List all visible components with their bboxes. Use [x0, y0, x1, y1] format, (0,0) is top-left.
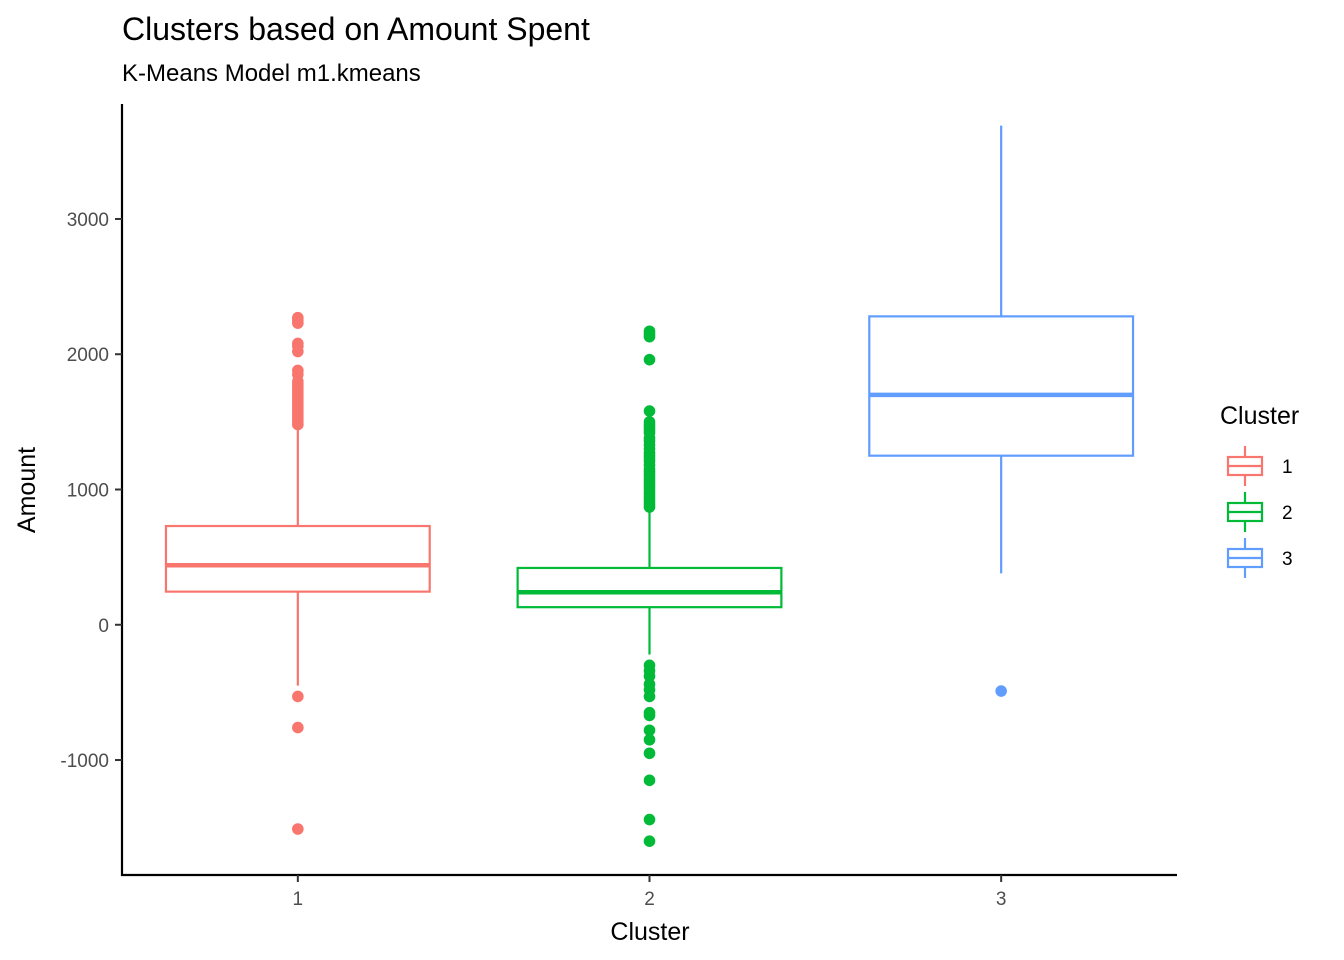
outlier-point — [643, 709, 656, 722]
outlier-point — [292, 418, 304, 431]
outlier-point — [643, 747, 656, 760]
legend-label: 2 — [1282, 503, 1293, 524]
outlier-point — [643, 501, 656, 513]
legend-title: Cluster — [1220, 402, 1299, 430]
outlier-point — [643, 330, 656, 343]
outlier-point — [643, 353, 656, 366]
legend-label: 1 — [1282, 457, 1293, 478]
iqr-box — [516, 566, 783, 609]
y-axis-title: Amount — [13, 447, 41, 533]
outlier-point — [643, 733, 656, 746]
chart-title: Clusters based on Amount Spent — [122, 11, 590, 47]
legend-item-2: 2 — [1226, 492, 1293, 532]
outlier-point — [643, 813, 656, 826]
y-tick-label: 3000 — [67, 210, 109, 231]
x-axis-title: Cluster — [610, 918, 689, 946]
box-group-3 — [868, 125, 1135, 697]
box-group-1 — [164, 311, 431, 835]
outlier-point — [995, 685, 1007, 697]
y-tick-label: -1000 — [60, 751, 109, 772]
iqr-box — [868, 315, 1135, 457]
legend-label: 3 — [1282, 549, 1293, 570]
outlier-point — [292, 690, 304, 703]
chart-subtitle: K-Means Model m1.kmeans — [122, 60, 421, 87]
iqr-box — [164, 524, 431, 593]
outlier-point — [292, 345, 304, 358]
legend-item-3: 3 — [1226, 538, 1293, 578]
y-tick-label: 2000 — [67, 345, 109, 366]
x-tick-label: 3 — [996, 889, 1007, 910]
outlier-point — [292, 317, 304, 329]
plot-area — [164, 125, 1135, 847]
outlier-point — [292, 721, 304, 734]
outlier-point — [643, 835, 656, 847]
axes: -1000 0 1000 2000 3000 1 2 3 — [60, 104, 1177, 910]
legend: Cluster 1 2 3 — [1220, 402, 1299, 578]
outlier-point — [292, 823, 304, 835]
legend-item-1: 1 — [1226, 446, 1293, 486]
box-group-2 — [516, 325, 783, 847]
y-tick-label: 0 — [98, 616, 109, 637]
x-tick-label: 2 — [644, 889, 655, 910]
outlier-point — [643, 774, 656, 787]
outlier-point — [643, 405, 656, 417]
outlier-point — [643, 670, 656, 682]
outlier-point — [643, 724, 656, 737]
x-tick-label: 1 — [293, 889, 304, 910]
y-tick-label: 1000 — [67, 481, 109, 502]
outlier-point — [643, 690, 656, 703]
